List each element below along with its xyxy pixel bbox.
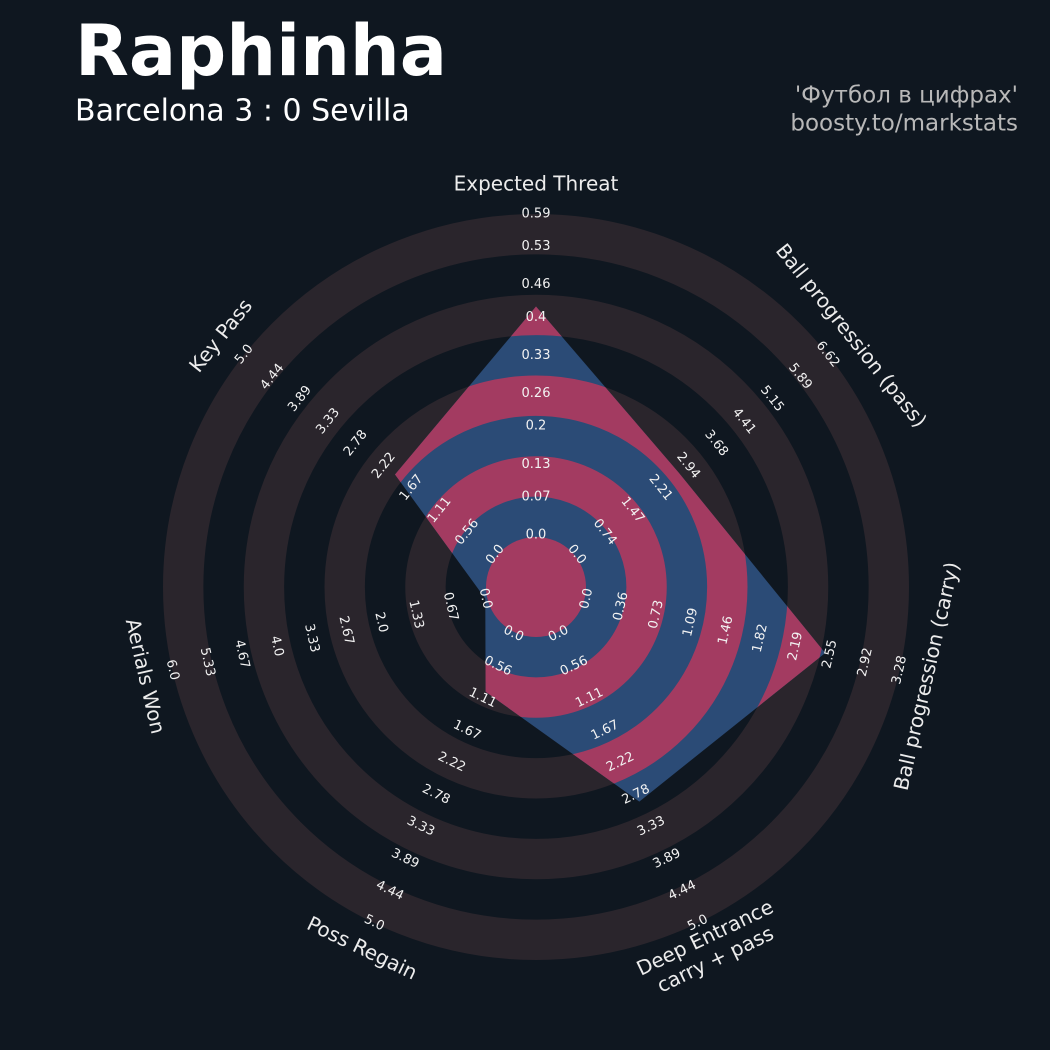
tick-label: 0.0 — [577, 587, 596, 611]
tick-label: 0.0 — [526, 528, 547, 543]
center-circle — [486, 537, 586, 637]
tick-label: 1.46 — [715, 615, 736, 647]
tick-label: 0.2 — [526, 419, 547, 434]
tick-label: 0.73 — [646, 599, 667, 631]
tick-label: 1.09 — [680, 607, 701, 639]
tick-label: 4.67 — [231, 638, 252, 670]
ring — [163, 214, 909, 960]
tick-label: 5.33 — [197, 646, 218, 678]
tick-label: 2.67 — [336, 615, 357, 647]
credit: boosty.to/markstats — [790, 111, 1018, 137]
tick-label: 0.36 — [611, 591, 632, 623]
tick-label: 0.07 — [522, 489, 551, 504]
tick-label: 1.82 — [750, 622, 771, 654]
tick-label: 2.55 — [819, 638, 840, 670]
tick-label: 0.67 — [440, 591, 461, 623]
tick-label: 2.0 — [371, 611, 390, 635]
tick-label: 0.26 — [522, 386, 551, 401]
tick-label: 0.0 — [476, 587, 495, 611]
tick-label: 0.59 — [522, 207, 551, 222]
tick-label: 0.4 — [526, 310, 547, 325]
tick-label: 6.0 — [163, 658, 182, 682]
credit: 'Футбол в цифрах' — [795, 83, 1018, 109]
tick-label: 0.53 — [522, 239, 551, 254]
tick-label: 2.19 — [785, 630, 806, 662]
tick-label: 0.13 — [522, 457, 551, 472]
tick-label: 0.33 — [522, 348, 551, 363]
tick-label: 2.92 — [855, 646, 876, 678]
axis-label: Expected Threat — [454, 172, 619, 196]
tick-label: 3.28 — [889, 654, 910, 686]
tick-label: 3.33 — [301, 622, 322, 654]
tick-label: 4.0 — [267, 634, 286, 658]
chart-subtitle: Barcelona 3 : 0 Sevilla — [75, 94, 410, 129]
chart-title: Raphinha — [75, 10, 447, 92]
tick-label: 1.33 — [405, 599, 426, 631]
tick-label: 0.46 — [522, 277, 551, 292]
